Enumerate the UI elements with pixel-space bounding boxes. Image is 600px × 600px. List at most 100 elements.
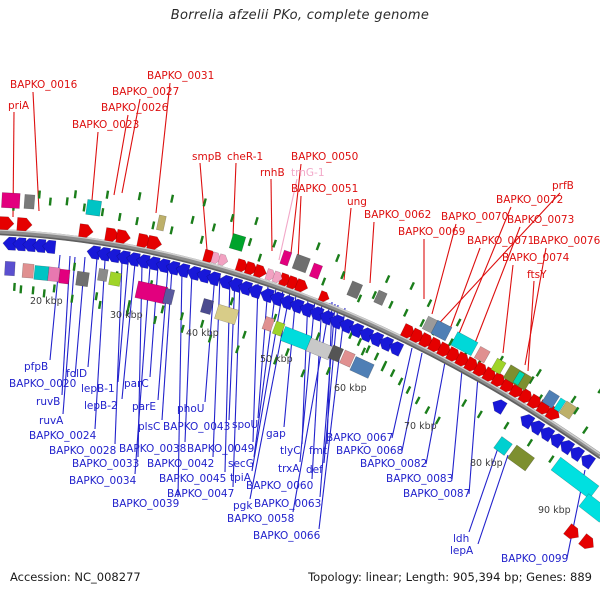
gene-arrow-forward[interactable]: [526, 393, 545, 412]
gene-label-spoU[interactable]: spoU: [232, 419, 258, 431]
gene-label-BAPKO_0072[interactable]: BAPKO_0072: [496, 194, 563, 206]
gene-arrow-forward[interactable]: [436, 341, 454, 360]
gene-arrow-reverse[interactable]: [268, 290, 285, 307]
gene-arrow-reverse[interactable]: [377, 334, 395, 352]
gene-box[interactable]: [541, 389, 560, 409]
gene-label-BAPKO_0082[interactable]: BAPKO_0082: [360, 458, 427, 470]
gene-arrow-reverse[interactable]: [298, 301, 315, 318]
gene-arrow-reverse[interactable]: [246, 283, 264, 300]
gene-label-pgk[interactable]: pgk: [233, 500, 253, 512]
gene-arrow-reverse[interactable]: [155, 257, 171, 274]
gene-box[interactable]: [512, 370, 526, 386]
gene-arrow-forward[interactable]: [210, 251, 223, 265]
gene-box[interactable]: [200, 298, 215, 315]
gene-label-BAPKO_0042[interactable]: BAPKO_0042: [147, 458, 214, 470]
gene-arrow-reverse[interactable]: [195, 267, 212, 284]
gene-box[interactable]: [450, 331, 479, 357]
gene-label-ldh[interactable]: ldh: [453, 533, 469, 545]
gene-arrow-reverse[interactable]: [567, 444, 586, 463]
gene-label-BAPKO_0023[interactable]: BAPKO_0023: [72, 119, 139, 131]
gene-label-BAPKO_0038[interactable]: BAPKO_0038: [119, 443, 186, 455]
gene-arrow-reverse[interactable]: [537, 424, 556, 443]
gene-label-prfB[interactable]: prfB: [552, 180, 574, 192]
gene-label-BAPKO_0016[interactable]: BAPKO_0016: [10, 79, 78, 91]
gene-label-lepB-1[interactable]: lepB-1: [81, 383, 115, 395]
gene-label-BAPKO_0076[interactable]: BAPKO_0076: [533, 235, 600, 247]
gene-label-BAPKO_0050[interactable]: BAPKO_0050: [291, 151, 358, 163]
gene-box[interactable]: [33, 265, 50, 281]
gene-arrow-reverse[interactable]: [489, 397, 508, 415]
gene-arrow-forward[interactable]: [146, 234, 163, 251]
gene-label-rnhB[interactable]: rnhB: [260, 167, 285, 179]
gene-arrow-reverse[interactable]: [547, 430, 566, 449]
gene-box[interactable]: [162, 287, 176, 306]
gene-label-BAPKO_0045[interactable]: BAPKO_0045: [159, 473, 226, 485]
gene-label-trnG-1[interactable]: trnG-1: [291, 167, 325, 179]
gene-arrow-forward[interactable]: [104, 227, 121, 242]
gene-arrow-forward[interactable]: [578, 533, 597, 553]
gene-label-tpiA[interactable]: tpiA: [230, 472, 252, 484]
gene-label-BAPKO_0063[interactable]: BAPKO_0063: [254, 498, 321, 510]
gene-arrow-reverse[interactable]: [185, 265, 202, 281]
gene-arrow-reverse[interactable]: [145, 255, 161, 272]
gene-arrow-forward[interactable]: [463, 356, 482, 374]
gene-box[interactable]: [339, 349, 356, 368]
gene-arrow-forward[interactable]: [445, 346, 463, 365]
gene-arrow-forward[interactable]: [408, 327, 426, 345]
gene-label-BAPKO_0058[interactable]: BAPKO_0058: [227, 513, 294, 525]
gene-label-BAPKO_0070[interactable]: BAPKO_0070: [441, 211, 508, 223]
gene-arrow-reverse[interactable]: [32, 238, 47, 254]
gene-arrow-forward[interactable]: [252, 263, 268, 279]
gene-label-ruvA[interactable]: ruvA: [39, 415, 64, 427]
gene-box[interactable]: [490, 357, 507, 375]
gene-arrow-reverse[interactable]: [237, 279, 254, 297]
gene-label-BAPKO_0068[interactable]: BAPKO_0068: [336, 445, 403, 457]
gene-arrow-reverse[interactable]: [387, 339, 405, 357]
gene-box[interactable]: [97, 268, 109, 282]
gene-label-fmt[interactable]: fmt: [309, 445, 327, 457]
gene-label-BAPKO_0067[interactable]: BAPKO_0067: [326, 432, 393, 444]
gene-box[interactable]: [373, 289, 388, 306]
gene-arrow-reverse[interactable]: [42, 239, 57, 255]
gene-arrow-reverse[interactable]: [217, 273, 234, 290]
gene-arrow-reverse[interactable]: [367, 330, 385, 348]
gene-box[interactable]: [473, 345, 491, 364]
gene-box[interactable]: [75, 270, 90, 287]
gene-label-smpB[interactable]: smpB: [192, 151, 222, 163]
gene-label-BAPKO_0062[interactable]: BAPKO_0062: [364, 209, 431, 221]
gene-arrow-reverse[interactable]: [327, 312, 345, 330]
gene-label-lepA[interactable]: lepA: [450, 545, 474, 557]
gene-arrow-forward[interactable]: [517, 387, 536, 406]
gene-box[interactable]: [558, 400, 578, 420]
gene-box[interactable]: [553, 397, 567, 413]
gene-arrow-reverse[interactable]: [578, 451, 597, 470]
gene-arrow-reverse[interactable]: [106, 248, 121, 264]
gene-arrow-reverse[interactable]: [288, 297, 305, 314]
gene-arrow-reverse[interactable]: [527, 418, 546, 436]
gene-arrow-reverse[interactable]: [205, 270, 222, 287]
gene-arrow-reverse[interactable]: [96, 246, 111, 262]
gene-box[interactable]: [578, 493, 600, 523]
gene-arrow-reverse[interactable]: [227, 276, 244, 293]
gene-label-BAPKO_0039[interactable]: BAPKO_0039: [112, 498, 179, 510]
gene-arrow-forward[interactable]: [234, 258, 250, 273]
gene-box[interactable]: [507, 444, 535, 472]
gene-box[interactable]: [214, 303, 240, 325]
gene-box[interactable]: [349, 356, 375, 379]
gene-label-parE[interactable]: parE: [132, 401, 156, 413]
gene-label-BAPKO_0028[interactable]: BAPKO_0028: [49, 445, 116, 457]
gene-label-BAPKO_0049[interactable]: BAPKO_0049: [187, 443, 254, 455]
gene-arrow-reverse[interactable]: [517, 411, 536, 430]
gene-arrow-reverse[interactable]: [86, 245, 102, 260]
gene-arrow-forward[interactable]: [427, 336, 445, 355]
gene-label-BAPKO_0043[interactable]: BAPKO_0043: [163, 421, 230, 433]
gene-arrow-reverse[interactable]: [308, 304, 325, 322]
gene-box[interactable]: [271, 320, 286, 337]
gene-label-BAPKO_0069[interactable]: BAPKO_0069: [398, 226, 465, 238]
gene-arrow-forward[interactable]: [317, 290, 331, 303]
gene-label-BAPKO_0060[interactable]: BAPKO_0060: [246, 480, 313, 492]
gene-arrow-reverse[interactable]: [2, 236, 17, 251]
gene-arrow-reverse[interactable]: [125, 251, 141, 267]
gene-arrow-reverse[interactable]: [258, 286, 276, 304]
gene-label-BAPKO_0051[interactable]: BAPKO_0051: [291, 183, 358, 195]
